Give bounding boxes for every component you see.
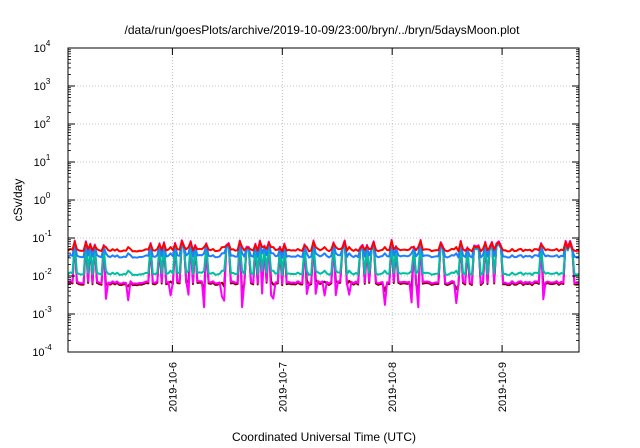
x-tick-label: 2019-10-9 [497,362,509,412]
x-tick-label: 2019-10-7 [277,362,289,412]
y-tick-label: 102 [34,115,51,131]
y-tick-label: 100 [34,191,51,207]
y-tick-label: 103 [34,77,51,93]
x-tick-label: 2019-10-6 [167,362,179,412]
y-tick-label: 10-3 [32,305,52,321]
y-tick-label: 10-2 [32,267,52,283]
x-axis: 2019-10-6 2019-10-7 2019-10-8 2019-10-9 [167,48,509,412]
y-tick-label: 104 [34,39,51,55]
y-axis: 104 103 102 101 100 10-1 10-2 10-3 10-4 [32,39,579,359]
series-layer [67,238,580,309]
grid [68,48,579,352]
series-line [67,241,580,277]
y-axis-label: cSv/day [11,179,25,222]
x-axis-label: Coordinated Universal Time (UTC) [232,430,416,444]
y-tick-label: 10-1 [32,229,52,245]
series-line [67,239,580,253]
y-tick-label: 101 [34,153,51,169]
chart-title: /data/run/goesPlots/archive/2019-10-09/2… [125,23,521,37]
x-tick-label: 2019-10-8 [387,362,399,412]
series-line [67,240,580,259]
y-tick-label: 10-4 [32,343,52,359]
series-line [67,238,580,309]
